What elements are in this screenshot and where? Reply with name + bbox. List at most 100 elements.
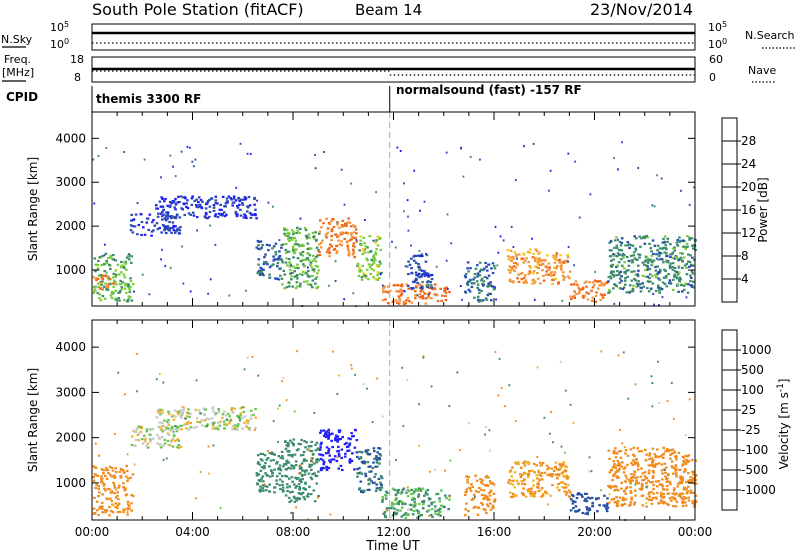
range-gate-cell [549,432,551,435]
range-gate-cell [644,275,648,278]
range-gate-cell [259,485,262,488]
range-gate-cell [117,297,121,300]
range-gate-cell [174,428,178,431]
range-gate-cell [661,485,664,488]
range-gate-cell [315,246,319,249]
range-gate-cell [634,237,638,240]
range-gate-cell [359,457,363,460]
range-gate-cell [102,469,105,472]
range-gate-cell [287,257,291,261]
range-gate-cell [615,285,618,288]
colorbar-tick-label: 16 [741,203,756,217]
nave-right-tick-bottom: 0 [709,71,716,84]
range-gate-cell [106,468,110,472]
range-gate-cell [382,289,385,292]
range-gate-cell [314,474,318,477]
range-gate-cell [653,244,657,247]
range-gate-cell [538,263,542,266]
range-gate-cell [217,421,220,424]
range-gate-cell [644,459,648,462]
range-gate-cell [97,495,100,498]
range-gate-cell [367,263,371,266]
range-gate-cell [484,433,486,436]
range-gate-cell [673,266,677,269]
range-gate-cell [192,211,195,214]
range-gate-cell [627,397,630,400]
range-gate-cell [641,487,644,490]
range-gate-cell [448,290,451,294]
range-gate-cell [242,216,246,219]
range-gate-cell [550,467,554,470]
range-gate-cell [283,273,287,276]
range-gate-cell [290,464,293,467]
range-gate-cell [388,516,392,519]
range-gate-cell [689,280,692,283]
range-gate-cell [307,492,310,495]
range-gate-cell [143,158,146,161]
range-gate-cell [180,412,184,415]
range-gate-cell [379,262,383,265]
range-gate-cell [691,256,694,259]
range-gate-cell [649,280,652,283]
range-gate-cell [540,471,544,474]
range-gate-cell [322,461,326,464]
range-gate-cell [337,429,341,432]
range-gate-cell [255,217,258,220]
range-gate-cell [480,501,483,504]
range-gate-cell [547,262,551,265]
range-gate-cell [563,451,566,454]
range-gate-cell [422,500,426,504]
range-gate-cell [356,475,359,478]
range-gate-cell [248,204,252,207]
range-gate-cell [415,509,419,512]
range-gate-cell [651,382,654,384]
range-gate-cell [548,189,550,192]
range-gate-cell [329,243,332,246]
range-gate-cell [307,472,311,475]
range-gate-cell [381,496,385,499]
range-gate-cell [201,200,204,203]
range-gate-cell [314,231,317,234]
range-gate-cell [630,279,633,282]
range-gate-cell [679,256,683,259]
range-gate-cell [120,260,123,264]
range-gate-cell [659,483,662,486]
range-gate-cell [529,495,533,498]
range-gate-cell [299,282,302,285]
range-gate-cell [676,485,680,488]
range-gate-cell [272,259,275,262]
range-gate-cell [337,438,340,441]
range-gate-cell [159,413,162,416]
range-gate-cell [621,442,624,445]
range-gate-cell [191,195,194,198]
y-tick-label: 3000 [55,175,86,189]
range-gate-cell [93,512,97,515]
range-gate-cell [284,494,288,497]
range-gate-cell [566,275,570,278]
range-gate-cell [417,272,421,275]
range-gate-cell [407,215,409,218]
x-tick-label: 04:00 [175,525,210,539]
range-gate-cell [331,432,334,435]
range-gate-cell [316,285,320,289]
range-gate-cell [160,176,162,179]
range-gate-cell [371,259,375,262]
range-gate-cell [295,485,299,488]
range-gate-cell [598,280,602,283]
range-gate-cell [315,461,319,464]
range-gate-cell [96,277,100,280]
range-gate-cell [295,281,299,284]
range-gate-cell [510,475,513,478]
range-gate-cell [637,280,640,283]
range-gate-cell [557,281,560,284]
range-gate-cell [125,291,128,294]
range-gate-cell [288,285,291,288]
range-gate-cell [513,471,517,474]
range-gate-cell [204,207,208,210]
range-gate-cell [189,213,192,216]
range-gate-cell [253,213,257,216]
range-gate-cell [126,511,129,514]
range-gate-cell [672,497,675,500]
range-gate-cell [296,226,299,229]
range-gate-cell [353,245,357,249]
